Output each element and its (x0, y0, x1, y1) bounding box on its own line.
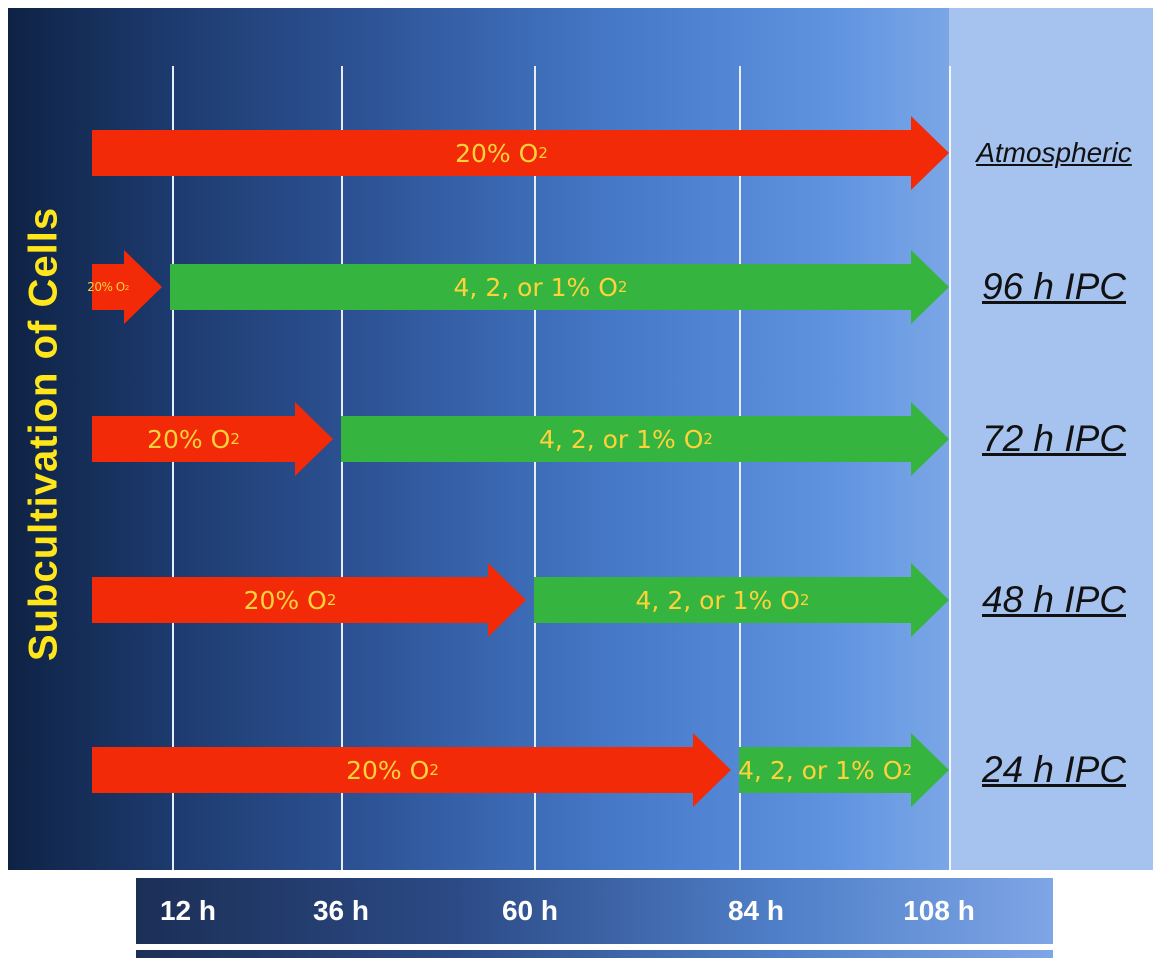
arrow-row1-normoxia (92, 250, 162, 324)
arrow-row1-hypoxia (170, 250, 949, 324)
gridline-12h (172, 66, 174, 870)
gridline-60h (534, 66, 536, 870)
gridline-84h (739, 66, 741, 870)
row-label-4: 24 h IPC (982, 749, 1126, 790)
arrow-row4-hypoxia (739, 733, 949, 807)
tick-label-4: 108 h (903, 895, 975, 926)
tick-label-1: 36 h (312, 895, 370, 926)
row-label-area (949, 8, 1153, 870)
arrow-row2-normoxia (92, 402, 333, 476)
arrow-row2-hypoxia (341, 402, 949, 476)
gridline-36h (341, 66, 343, 870)
arrow-row3-normoxia (92, 563, 526, 637)
row-label-0: Atmospheric (976, 137, 1132, 168)
row-label-3: 48 h IPC (982, 579, 1126, 620)
arrow-row4-normoxia (92, 733, 731, 807)
time-axis-bar (136, 878, 1053, 944)
tick-label-2: 60 h (501, 895, 559, 926)
tick-label-3: 84 h (727, 895, 785, 926)
tick-label-0: 12 h (159, 895, 217, 926)
arrow-row3-hypoxia (534, 563, 949, 637)
gridline-108h (949, 66, 951, 870)
arrow-row0-normoxia (92, 116, 949, 190)
row-label-2: 72 h IPC (982, 418, 1126, 459)
time-axis-underbar (136, 950, 1053, 958)
row-label-1: 96 h IPC (982, 266, 1126, 307)
side-title: Subcultivation of Cells (21, 206, 66, 662)
